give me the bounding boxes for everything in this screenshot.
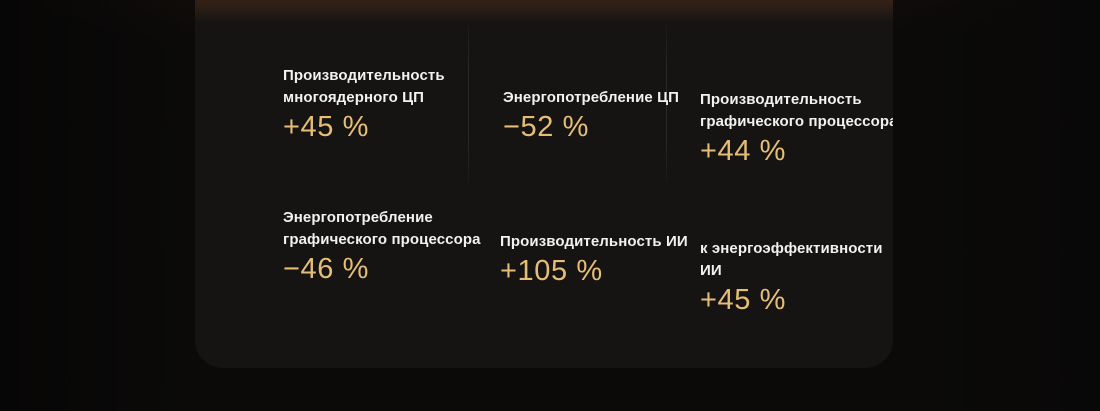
stat-label: Производительность графического процессо… [700, 91, 893, 130]
stats-panel: Производительность многоядерного ЦП +45 … [195, 0, 893, 368]
stat-label: Энергопотребление графического процессор… [283, 209, 481, 248]
stat-cell-multicore-cpu-performance: Производительность многоядерного ЦП +45 … [283, 65, 493, 145]
column-divider [666, 25, 667, 183]
stat-value: +105 % [500, 255, 603, 287]
stat-label: Энергопотребление ЦП [503, 89, 680, 106]
stat-cell-ai-performance: Производительность ИИ +105 % [500, 231, 700, 289]
stat-label: Производительность ИИ [500, 233, 688, 250]
stat-cell-ai-energy-efficiency: к энергоэффективности ИИ +45 % [700, 238, 893, 318]
stat-value: −52 % [503, 111, 590, 143]
stat-value: +44 % [700, 135, 787, 167]
stat-value: −46 % [283, 253, 370, 285]
stat-label: к энергоэффективности ИИ [700, 240, 883, 279]
stat-value: +45 % [700, 284, 787, 316]
stat-value: +45 % [283, 111, 370, 143]
stat-cell-gpu-power-consumption: Энергопотребление графического процессор… [283, 207, 493, 287]
stat-label: Производительность многоядерного ЦП [283, 67, 445, 106]
stat-cell-gpu-performance: Производительность графического процессо… [700, 89, 893, 169]
top-glow-gradient [195, 0, 893, 22]
stat-cell-cpu-power-consumption: Энергопотребление ЦП −52 % [503, 87, 693, 145]
column-divider [468, 25, 469, 183]
